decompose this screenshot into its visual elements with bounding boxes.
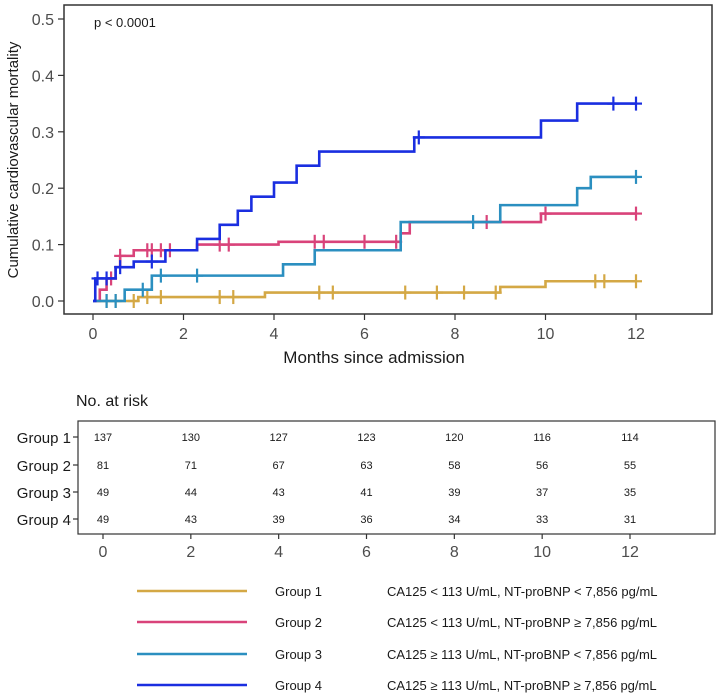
risk-cell: 39 bbox=[273, 514, 285, 526]
x-tick-label: 6 bbox=[360, 326, 369, 343]
legend-item: Group 3 CA125 ≥ 113 U/mL, NT-proBNP < 7,8… bbox=[137, 647, 657, 662]
y-axis: 0.0 0.1 0.2 0.3 0.4 0.5 bbox=[32, 12, 64, 311]
legend-item: Group 4 CA125 ≥ 113 U/mL, NT-proBNP ≥ 7,8… bbox=[137, 678, 657, 693]
risk-row-label: Group 4 bbox=[17, 512, 71, 529]
risk-cell: 43 bbox=[185, 514, 197, 526]
y-tick-label: 0.3 bbox=[32, 125, 54, 142]
legend-group-name: Group 1 bbox=[275, 584, 322, 599]
x-tick-label: 4 bbox=[270, 326, 279, 343]
plot-frame bbox=[63, 4, 713, 315]
legend-group-description: CA125 < 113 U/mL, NT-proBNP < 7,856 pg/m… bbox=[387, 584, 658, 599]
risk-cell: 67 bbox=[273, 460, 285, 472]
risk-row-label: Group 1 bbox=[17, 430, 71, 447]
risk-row-label: Group 2 bbox=[17, 458, 71, 475]
legend: Group 1 CA125 < 113 U/mL, NT-proBNP < 7,8… bbox=[137, 584, 658, 693]
risk-cell: 49 bbox=[97, 514, 109, 526]
risk-cell: 41 bbox=[360, 487, 372, 499]
series-1 bbox=[93, 274, 642, 308]
x-tick-label: 12 bbox=[627, 326, 645, 343]
risk-cell: 130 bbox=[182, 432, 200, 444]
risk-cell: 116 bbox=[533, 432, 551, 444]
x-tick-label: 8 bbox=[451, 326, 460, 343]
x-tick-label: 10 bbox=[537, 326, 555, 343]
risk-cell: 39 bbox=[448, 487, 460, 499]
x-tick-label: 2 bbox=[179, 326, 188, 343]
x-axis-label: Months since admission bbox=[283, 348, 464, 367]
x-tick-label: 0 bbox=[89, 326, 98, 343]
y-tick-label: 0.4 bbox=[32, 68, 54, 85]
risk-cell: 37 bbox=[536, 487, 548, 499]
risk-cell: 63 bbox=[360, 460, 372, 472]
risk-cell: 49 bbox=[97, 487, 109, 499]
legend-group-description: CA125 ≥ 113 U/mL, NT-proBNP ≥ 7,856 pg/m… bbox=[387, 678, 657, 693]
y-tick-label: 0.5 bbox=[32, 12, 54, 29]
series-3 bbox=[93, 169, 642, 308]
risk-cell: 31 bbox=[624, 514, 636, 526]
risk-x-tick-label: 0 bbox=[99, 544, 108, 561]
risk-cell: 35 bbox=[624, 487, 636, 499]
risk-table-title: No. at risk bbox=[76, 393, 149, 410]
risk-cell: 44 bbox=[185, 487, 197, 499]
legend-group-description: CA125 < 113 U/mL, NT-proBNP ≥ 7,856 pg/m… bbox=[387, 615, 657, 630]
y-tick-label: 0.2 bbox=[32, 181, 54, 198]
x-axis: 0 2 4 6 8 10 12 bbox=[89, 314, 645, 343]
series-2 bbox=[93, 206, 642, 303]
p-value-annotation: p < 0.0001 bbox=[94, 15, 156, 30]
risk-x-tick-label: 10 bbox=[533, 544, 551, 561]
risk-cell: 127 bbox=[269, 432, 287, 444]
legend-group-name: Group 4 bbox=[275, 678, 322, 693]
legend-item: Group 1 CA125 < 113 U/mL, NT-proBNP < 7,8… bbox=[137, 584, 658, 599]
risk-cell: 114 bbox=[621, 432, 639, 444]
risk-cell: 81 bbox=[97, 460, 109, 472]
series-line bbox=[93, 102, 636, 303]
y-tick-label: 0.0 bbox=[32, 294, 54, 311]
curves bbox=[91, 96, 642, 308]
risk-cell: 58 bbox=[448, 460, 460, 472]
risk-x-tick-label: 12 bbox=[621, 544, 639, 561]
legend-group-name: Group 3 bbox=[275, 647, 322, 662]
y-axis-label: Cumulative cardiovascular mortality bbox=[5, 41, 22, 278]
risk-row-label: Group 3 bbox=[17, 485, 71, 502]
risk-cell: 137 bbox=[94, 432, 112, 444]
risk-x-tick-label: 2 bbox=[186, 544, 195, 561]
risk-cell: 71 bbox=[185, 460, 197, 472]
risk-x-tick-label: 8 bbox=[450, 544, 459, 561]
risk-cell: 56 bbox=[536, 460, 548, 472]
risk-cell: 43 bbox=[273, 487, 285, 499]
legend-group-name: Group 2 bbox=[275, 615, 322, 630]
risk-cell: 55 bbox=[624, 460, 636, 472]
risk-table-frame bbox=[77, 420, 716, 535]
risk-cell: 33 bbox=[536, 514, 548, 526]
risk-x-tick-label: 4 bbox=[274, 544, 283, 561]
y-tick-label: 0.1 bbox=[32, 238, 54, 255]
series-4 bbox=[91, 96, 642, 303]
risk-cell: 123 bbox=[357, 432, 375, 444]
legend-item: Group 2 CA125 < 113 U/mL, NT-proBNP ≥ 7,8… bbox=[137, 615, 657, 630]
risk-x-tick-label: 6 bbox=[362, 544, 371, 561]
series-line bbox=[93, 279, 636, 303]
legend-group-description: CA125 ≥ 113 U/mL, NT-proBNP < 7,856 pg/m… bbox=[387, 647, 657, 662]
series-line bbox=[93, 212, 636, 303]
risk-cell: 36 bbox=[360, 514, 372, 526]
risk-cell: 120 bbox=[445, 432, 463, 444]
risk-cell: 34 bbox=[448, 514, 460, 526]
